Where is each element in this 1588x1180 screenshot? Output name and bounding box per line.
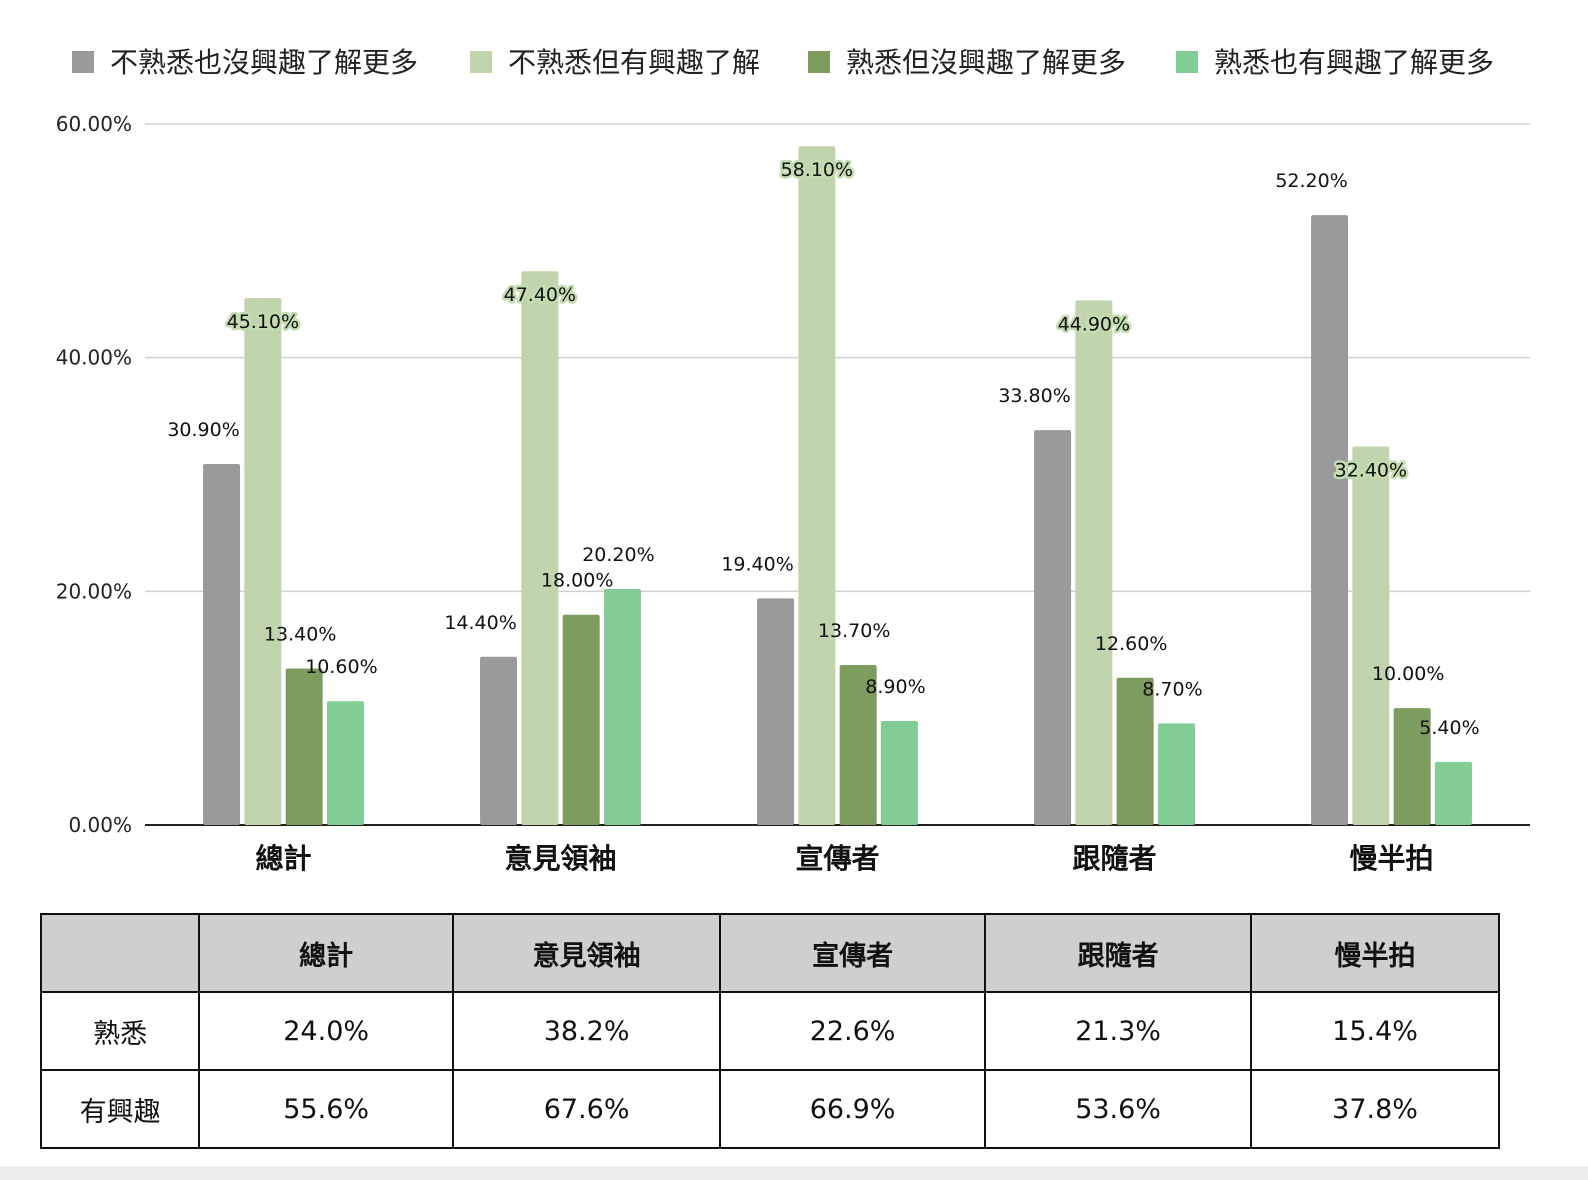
- table-cell: 15.4%: [1250, 991, 1500, 1071]
- data-label: 10.60%: [305, 656, 377, 678]
- bar: [1157, 723, 1195, 825]
- table-row: 熟悉 24.0% 38.2% 22.6% 21.3% 15.4%: [39, 991, 1500, 1071]
- bar: [1434, 761, 1472, 825]
- bar: [1075, 300, 1113, 825]
- legend-swatch: [470, 51, 492, 73]
- y-tick-label: 0.00%: [68, 813, 132, 837]
- x-category-label: 慢半拍: [1349, 842, 1433, 875]
- table-header: 慢半拍: [1250, 913, 1500, 993]
- table-header-row: 總計 意見領袖 宣傳者 跟隨者 慢半拍: [39, 913, 1500, 993]
- table-cell: 55.6%: [198, 1069, 455, 1149]
- table-cell: 22.6%: [719, 991, 987, 1071]
- bar: [1116, 677, 1154, 825]
- x-category-label: 跟隨者: [1072, 842, 1156, 875]
- data-label: 44.90%: [1058, 313, 1130, 335]
- bar: [285, 668, 323, 825]
- data-label: 45.10%: [227, 311, 299, 333]
- data-label: 32.40%: [1335, 459, 1407, 481]
- legend-label: 熟悉也有興趣了解更多: [1214, 46, 1494, 79]
- data-label: 33.80%: [998, 385, 1070, 407]
- table-row-label: 熟悉: [39, 991, 201, 1071]
- table-row-label: 有興趣: [39, 1069, 201, 1149]
- table-cell: 24.0%: [198, 991, 455, 1071]
- bar: [326, 701, 364, 825]
- table-header: 宣傳者: [719, 913, 987, 993]
- data-label: 18.00%: [541, 570, 613, 592]
- data-label: 14.40%: [444, 612, 516, 634]
- x-category-label: 意見領袖: [504, 842, 616, 875]
- bar-chart: 不熟悉也沒興趣了解更多 不熟悉但有興趣了解 熟悉但沒興趣了解更多 熟悉也有興趣了解更多…: [56, 46, 1530, 875]
- y-tick-label: 40.00%: [56, 346, 132, 370]
- legend-swatch: [72, 51, 94, 73]
- bar: [1352, 446, 1390, 825]
- table-header: 總計: [198, 913, 455, 993]
- bar: [244, 298, 282, 825]
- table-cell: 38.2%: [452, 991, 722, 1071]
- y-tick-label: 20.00%: [56, 579, 132, 603]
- bar: [880, 721, 918, 825]
- bar: [839, 664, 877, 825]
- data-label: 8.70%: [1142, 678, 1202, 700]
- table-cell: 53.6%: [984, 1069, 1253, 1149]
- legend-label: 熟悉但沒興趣了解更多: [846, 46, 1126, 79]
- table-cell: 66.9%: [719, 1069, 987, 1149]
- table-row: 有興趣 55.6% 67.6% 66.9% 53.6% 37.8%: [39, 1069, 1500, 1149]
- table-cell: 67.6%: [452, 1069, 722, 1149]
- bar: [203, 463, 241, 825]
- legend-label: 不熟悉但有興趣了解: [508, 46, 760, 79]
- bar: [1311, 215, 1349, 825]
- chart-category-labels: 總計 意見領袖 宣傳者 跟隨者 慢半拍: [255, 842, 1433, 875]
- bar: [1034, 430, 1072, 825]
- table-header-blank: [39, 913, 201, 993]
- x-category-label: 總計: [255, 842, 311, 875]
- table-header: 跟隨者: [984, 913, 1253, 993]
- data-label: 10.00%: [1372, 663, 1444, 685]
- data-label: 5.40%: [1419, 717, 1479, 739]
- data-label: 19.40%: [721, 553, 793, 575]
- bar: [757, 598, 795, 825]
- legend-label: 不熟悉也沒興趣了解更多: [110, 46, 418, 79]
- data-label: 20.20%: [582, 544, 654, 566]
- bar: [480, 656, 518, 825]
- legend-swatch: [808, 51, 830, 73]
- y-tick-label: 60.00%: [56, 112, 132, 136]
- data-label: 13.40%: [264, 623, 336, 645]
- summary-table: 總計 意見領袖 宣傳者 跟隨者 慢半拍 熟悉 24.0% 38.2% 22.6%…: [39, 913, 1500, 1149]
- bar: [798, 146, 836, 825]
- x-category-label: 宣傳者: [795, 842, 879, 875]
- data-label: 58.10%: [781, 159, 853, 181]
- chart-legend: 不熟悉也沒興趣了解更多 不熟悉但有興趣了解 熟悉但沒興趣了解更多 熟悉也有興趣了解更多: [72, 46, 1494, 79]
- bar: [1393, 708, 1431, 825]
- data-label: 13.70%: [818, 620, 890, 642]
- data-label: 30.90%: [167, 419, 239, 441]
- bar: [603, 588, 641, 825]
- legend-swatch: [1176, 51, 1198, 73]
- bar: [562, 614, 600, 825]
- chart-value-labels: 30.90% 45.10% 13.40% 10.60% 14.40% 47.40% 18.0…: [167, 157, 1479, 739]
- chart-gridlines: 0.00% 20.00% 40.00% 60.00%: [56, 112, 1530, 837]
- bottom-strip: [0, 1166, 1588, 1180]
- chart-bars: [203, 146, 1472, 826]
- data-label: 52.20%: [1275, 170, 1347, 192]
- table-header: 意見領袖: [452, 913, 722, 993]
- data-label: 47.40%: [504, 284, 576, 306]
- bar: [521, 271, 559, 826]
- table-cell: 21.3%: [984, 991, 1253, 1071]
- data-label: 8.90%: [865, 676, 925, 698]
- table-cell: 37.8%: [1250, 1069, 1500, 1149]
- data-label: 12.60%: [1095, 633, 1167, 655]
